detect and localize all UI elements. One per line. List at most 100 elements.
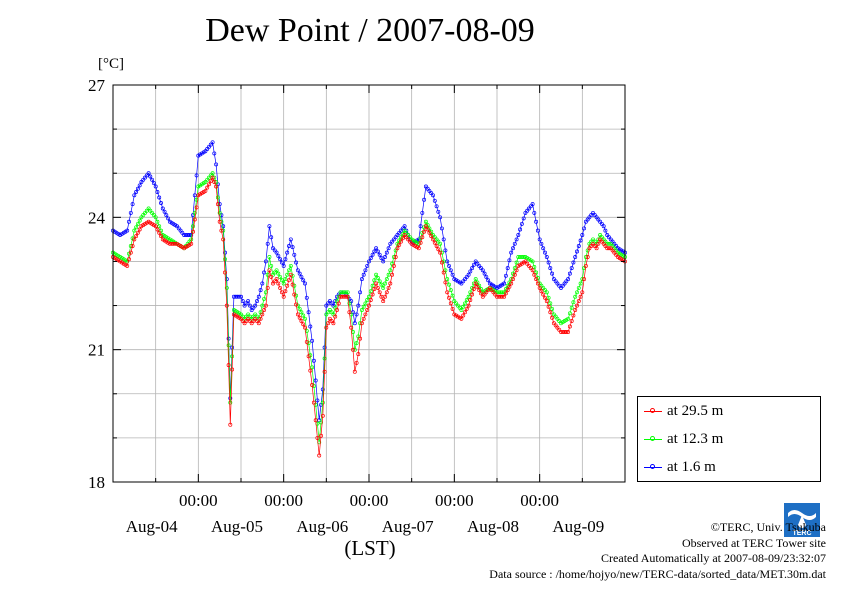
- data-point: [359, 277, 364, 282]
- data-point: [519, 221, 524, 226]
- data-point: [550, 306, 555, 311]
- data-point: [351, 347, 355, 352]
- data-point: [365, 308, 370, 312]
- data-point: [368, 289, 373, 294]
- data-point: [279, 260, 284, 265]
- data-point: [310, 365, 315, 370]
- data-point: [470, 266, 475, 271]
- data-point: [299, 319, 304, 323]
- data-point: [374, 246, 379, 251]
- data-point: [505, 266, 510, 271]
- data-point: [278, 285, 283, 290]
- data-point: [276, 253, 281, 258]
- data-point: [471, 262, 476, 267]
- data-point: [541, 292, 546, 297]
- data-point: [347, 301, 352, 306]
- data-point: [544, 290, 549, 295]
- data-point: [358, 290, 363, 295]
- data-point: [400, 236, 405, 241]
- data-point: [537, 237, 542, 242]
- data-point: [256, 321, 261, 326]
- data-point: [521, 255, 526, 259]
- data-point: [322, 356, 327, 361]
- data-point: [578, 294, 583, 299]
- data-point: [420, 210, 425, 215]
- data-point: [573, 255, 578, 259]
- data-point: [345, 294, 350, 299]
- data-point: [155, 227, 160, 232]
- data-point: [379, 282, 384, 287]
- data-point: [447, 282, 451, 287]
- credit-copyright: ©TERC, Univ. Tsukuba: [710, 520, 826, 534]
- data-point: [564, 330, 569, 334]
- data-point: [420, 235, 425, 240]
- data-point: [463, 301, 467, 306]
- data-point: [352, 369, 357, 374]
- data-point: [214, 162, 219, 167]
- data-point: [372, 287, 377, 291]
- data-point: [235, 294, 240, 299]
- data-point: [134, 225, 139, 230]
- legend-swatch-red: [644, 406, 662, 416]
- data-point: [324, 325, 329, 330]
- data-point: [215, 195, 220, 200]
- data-point: [459, 308, 464, 312]
- data-point: [276, 271, 281, 276]
- data-point: [276, 281, 281, 286]
- data-point: [320, 400, 325, 405]
- x-tick-time-label: 00:00: [435, 491, 474, 510]
- data-point: [466, 272, 471, 277]
- data-point: [132, 193, 137, 198]
- terc-logo: [784, 503, 820, 537]
- data-point: [342, 294, 347, 299]
- data-point: [132, 228, 137, 233]
- data-point: [285, 272, 290, 277]
- data-point: [447, 263, 451, 268]
- data-point: [379, 256, 384, 261]
- data-point: [226, 363, 231, 368]
- data-point: [240, 299, 245, 304]
- data-point: [509, 250, 514, 255]
- data-point: [471, 287, 476, 291]
- legend-label: at 12.3 m: [667, 430, 724, 447]
- data-point: [548, 266, 553, 271]
- data-point: [134, 190, 139, 194]
- data-point: [502, 281, 507, 286]
- data-point: [484, 274, 489, 279]
- data-point: [274, 250, 279, 255]
- data-point: [367, 294, 371, 299]
- data-point: [383, 255, 387, 259]
- data-point: [431, 193, 435, 198]
- data-point: [427, 230, 432, 235]
- credit-data-source: Data source : /home/hojyo/new/TERC-data/…: [489, 566, 826, 581]
- data-point: [322, 345, 327, 350]
- data-point: [530, 268, 535, 273]
- data-point: [322, 369, 327, 374]
- data-point: [594, 246, 599, 251]
- data-point: [573, 294, 578, 299]
- data-point: [386, 285, 391, 290]
- data-point: [128, 210, 133, 215]
- data-point: [125, 228, 130, 233]
- data-point: [370, 283, 375, 288]
- data-point: [207, 182, 211, 187]
- data-point: [550, 271, 555, 276]
- data-point: [336, 301, 341, 306]
- data-point: [262, 308, 267, 312]
- data-point: [576, 244, 581, 248]
- data-point: [352, 321, 357, 326]
- data-point: [479, 291, 483, 296]
- data-point: [263, 303, 268, 308]
- data-point: [333, 314, 338, 319]
- data-point: [230, 367, 235, 372]
- data-point: [359, 308, 364, 312]
- data-point: [512, 241, 517, 246]
- data-point: [541, 246, 546, 251]
- data-point: [137, 218, 142, 223]
- data-point: [219, 228, 224, 233]
- data-point: [285, 283, 290, 288]
- data-point: [603, 228, 608, 233]
- data-point: [578, 238, 583, 243]
- data-point: [566, 277, 571, 282]
